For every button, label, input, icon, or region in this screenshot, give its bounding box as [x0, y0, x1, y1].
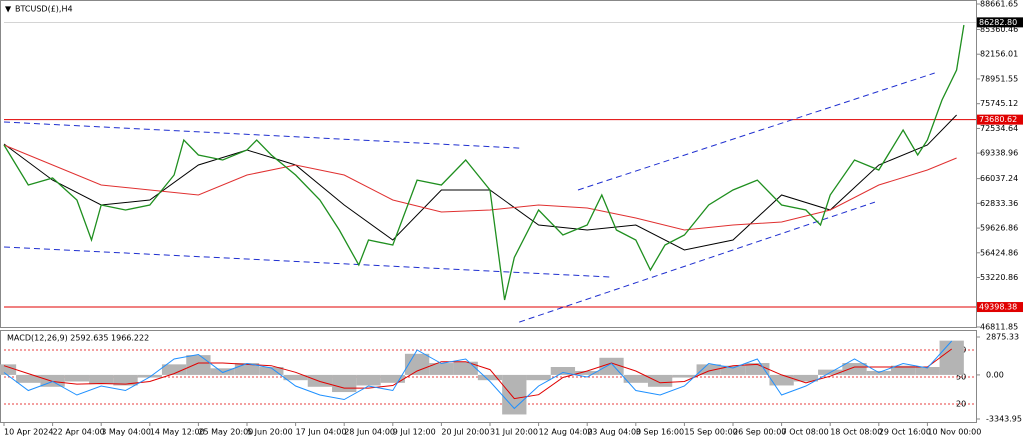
y-tick-label: 82156.01: [980, 50, 1018, 59]
x-tick-label: 14 May 12:00: [150, 428, 205, 437]
x-tick-label: 25 May 20:00: [198, 428, 253, 437]
y-tick-label: 2875.33: [986, 333, 1019, 342]
x-tick-label: 22 Apr 04:00: [53, 428, 105, 437]
histogram-bar: [186, 355, 211, 375]
y-tick-label: 0.00: [986, 370, 1004, 379]
histogram-bar: [526, 374, 551, 381]
y-tick-label: 59626.86: [980, 224, 1018, 233]
histogram-bar: [307, 374, 333, 387]
histogram-bar: [842, 363, 867, 375]
x-tick-label: 20 Jul 20:00: [441, 428, 489, 437]
y-tick-label: 46811.85: [980, 323, 1018, 332]
histogram-bar: [210, 368, 235, 375]
histogram-bar: [915, 366, 940, 375]
histogram-bar: [550, 366, 576, 375]
histogram-bar: [332, 374, 357, 393]
x-tick-label: 7 Oct 08:00: [782, 428, 829, 437]
x-tick-label: 18 Oct 08:00: [830, 428, 882, 437]
collapse-icon[interactable]: ▼: [5, 5, 12, 14]
histogram-bar: [89, 374, 114, 385]
y2-tick-label: 20: [956, 400, 966, 409]
y-tick-label: 78951.55: [980, 74, 1018, 83]
chart-title: BTCUSD(£),H4: [15, 5, 73, 14]
x-tick-label: 3 Sep 16:00: [636, 428, 684, 437]
histogram-bar: [429, 363, 454, 375]
histogram-bar: [404, 353, 430, 375]
histogram-bar: [623, 374, 648, 383]
histogram-bar: [793, 374, 819, 382]
moving-average: [3, 114, 957, 251]
moving-average: [3, 144, 957, 231]
y-tick-label: -3343.95: [986, 415, 1022, 424]
y-tick-label: 66037.24: [980, 174, 1018, 183]
histogram-bar: [890, 365, 916, 375]
histogram-bar: [64, 374, 90, 382]
x-tick-label: 5 Jun 20:00: [247, 428, 293, 437]
indicator-line: [3, 348, 952, 400]
histogram-bar: [356, 374, 381, 386]
macd-title: MACD(12,26,9) 2592.635 1966.222: [7, 334, 149, 343]
histogram-bar: [453, 361, 478, 375]
trendline: [3, 121, 520, 149]
histogram-bar: [696, 364, 721, 375]
histogram-bar: [161, 364, 187, 375]
x-tick-label: 31 Jul 20:00: [490, 428, 538, 437]
x-tick-label: 10 Apr 2024: [4, 428, 53, 437]
histogram-bar: [672, 374, 697, 378]
trendline: [519, 201, 876, 323]
y2-tick-label: 50: [956, 373, 966, 382]
x-tick-label: 28 Jun 04:00: [344, 428, 395, 437]
y-tick-label: 53220.86: [980, 273, 1018, 282]
y-tick-label: 69338.96: [980, 149, 1018, 158]
histogram-bar: [575, 370, 600, 375]
level-label: 73680.62: [979, 115, 1017, 124]
histogram-bar: [113, 374, 138, 386]
histogram-bar: [647, 374, 673, 387]
histogram-bar: [40, 374, 65, 387]
y-tick-label: 62833.36: [980, 199, 1018, 208]
level-label: 49398.38: [979, 303, 1017, 312]
histogram-bar: [769, 374, 794, 386]
macd-pane: [0, 330, 977, 423]
histogram-bar: [380, 374, 405, 383]
y-tick-label: 85360.46: [980, 25, 1018, 34]
histogram-bar: [16, 374, 41, 383]
x-tick-label: 12 Aug 04:00: [539, 428, 593, 437]
x-tick-label: 23 Aug 04:00: [587, 428, 641, 437]
x-tick-label: 10 Nov 00:00: [927, 428, 981, 437]
histogram-bar: [939, 340, 964, 375]
trendline: [577, 72, 935, 191]
y-tick-label: 56424.86: [980, 248, 1018, 257]
indicator-line: [3, 340, 953, 410]
histogram-bar: [137, 374, 162, 378]
histogram-bar: [745, 363, 770, 375]
y-tick-label: 88661.65: [980, 0, 1018, 9]
main-pane: [0, 0, 977, 328]
current-price-label: 86282.80: [979, 18, 1017, 27]
histogram-bar: [0, 364, 17, 375]
histogram-bar: [283, 374, 308, 381]
x-tick-label: 26 Sep 00:00: [733, 428, 786, 437]
trendline: [3, 246, 611, 278]
histogram-bar: [720, 365, 746, 375]
price-line: [3, 24, 965, 301]
level-label-box: [977, 302, 1023, 313]
x-tick-label: 9 Jul 12:00: [393, 428, 436, 437]
level-label-box: [977, 114, 1023, 125]
x-tick-label: 29 Oct 16:00: [879, 428, 931, 437]
x-tick-label: 17 Jun 04:00: [296, 428, 347, 437]
y-tick-label: 75745.12: [980, 99, 1018, 108]
histogram-bar: [234, 363, 260, 375]
histogram-bar: [259, 366, 284, 375]
x-tick-label: 15 Sep 00:00: [684, 428, 737, 437]
x-tick-label: 3 May 04:00: [101, 428, 151, 437]
current-price-box: [977, 17, 1023, 28]
y-tick-label: 72534.64: [980, 124, 1018, 133]
histogram-bar: [477, 374, 503, 381]
